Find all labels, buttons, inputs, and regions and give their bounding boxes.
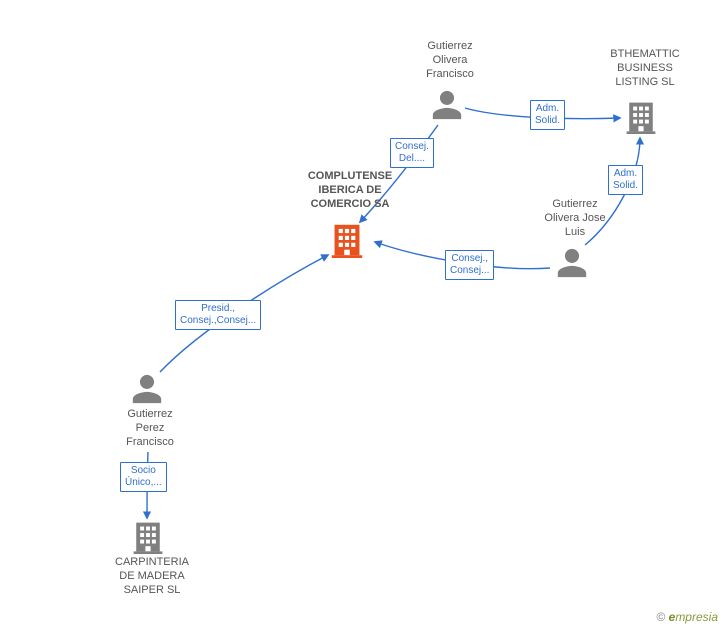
person-icon: [430, 88, 464, 127]
node-label: Gutierrez Perez Francisco: [110, 408, 190, 449]
edge-label-consej-consej: Consej., Consej...: [445, 250, 494, 280]
building-icon-highlight: [330, 222, 364, 263]
node-label: COMPLUTENSE IBERICA DE COMERCIO SA: [290, 170, 410, 211]
building-icon: [132, 520, 164, 559]
node-complutense[interactable]: COMPLUTENSE IBERICA DE COMERCIO SA: [290, 170, 410, 211]
node-label: Gutierrez Olivera Jose Luis: [525, 198, 625, 239]
edge-label-consej-del: Consej. Del....: [390, 138, 434, 168]
person-icon: [555, 246, 589, 285]
node-gutierrez-olivera-francisco[interactable]: Gutierrez Olivera Francisco: [410, 40, 490, 81]
node-label: Gutierrez Olivera Francisco: [410, 40, 490, 81]
node-label: BTHEMATTIC BUSINESS LISTING SL: [590, 48, 700, 89]
copyright-symbol: ©: [656, 610, 665, 624]
edges-layer: [0, 0, 728, 630]
watermark: © empresia: [656, 610, 718, 624]
node-label: CARPINTERIA DE MADERA SAIPER SL: [92, 556, 212, 597]
brand-name: empresia: [669, 610, 718, 624]
person-icon: [130, 372, 164, 411]
edge-label-adm-solid-1: Adm. Solid.: [530, 100, 565, 130]
node-gutierrez-perez-francisco[interactable]: Gutierrez Perez Francisco: [110, 408, 190, 449]
edge-label-socio: Socio Único,...: [120, 462, 167, 492]
node-carpinteria[interactable]: CARPINTERIA DE MADERA SAIPER SL: [92, 556, 212, 597]
node-bthemattic[interactable]: BTHEMATTIC BUSINESS LISTING SL: [590, 48, 700, 89]
edge-label-presid: Presid., Consej.,Consej...: [175, 300, 261, 330]
edge-label-adm-solid-2: Adm. Solid.: [608, 165, 643, 195]
building-icon: [625, 100, 657, 139]
node-gutierrez-olivera-jose-luis[interactable]: Gutierrez Olivera Jose Luis: [525, 198, 625, 239]
